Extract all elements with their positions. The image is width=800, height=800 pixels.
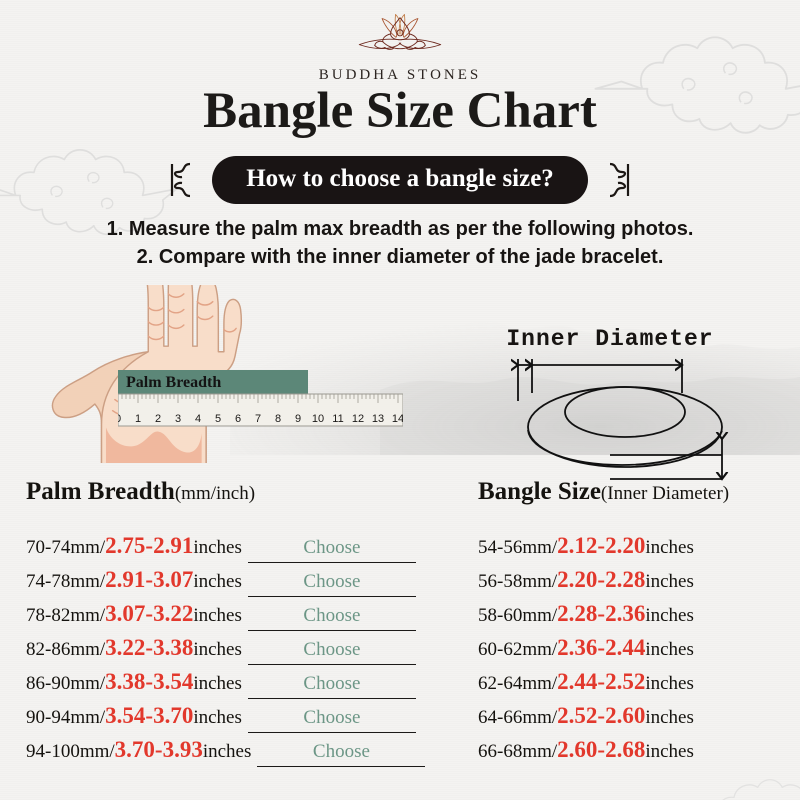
svg-text:13: 13 bbox=[372, 413, 384, 425]
svg-text:Palm Breadth: Palm Breadth bbox=[126, 374, 221, 391]
svg-text:0: 0 bbox=[118, 413, 121, 425]
svg-text:9: 9 bbox=[295, 413, 301, 425]
svg-text:1: 1 bbox=[135, 413, 141, 425]
svg-text:10: 10 bbox=[312, 413, 324, 425]
svg-text:8: 8 bbox=[275, 413, 281, 425]
svg-text:3: 3 bbox=[175, 413, 181, 425]
svg-text:5: 5 bbox=[215, 413, 221, 425]
svg-text:7: 7 bbox=[255, 413, 261, 425]
svg-text:11: 11 bbox=[332, 413, 343, 425]
svg-text:14: 14 bbox=[392, 413, 403, 425]
svg-text:12: 12 bbox=[352, 413, 364, 425]
svg-text:6: 6 bbox=[235, 413, 241, 425]
svg-text:4: 4 bbox=[195, 413, 201, 425]
svg-text:2: 2 bbox=[155, 413, 161, 425]
